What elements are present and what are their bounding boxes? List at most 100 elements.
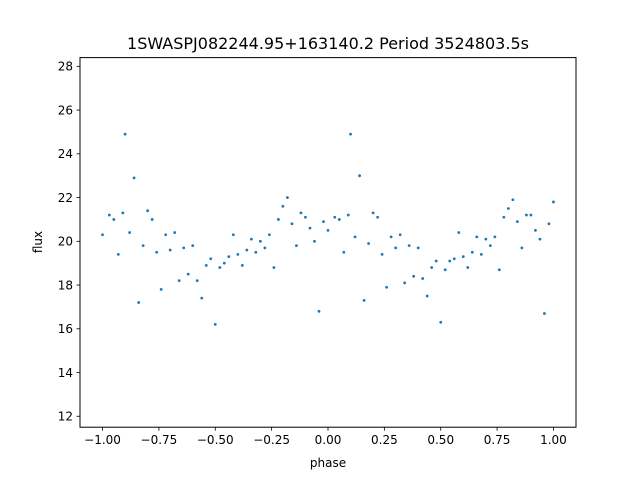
x-tick-label: −0.50 <box>197 433 234 447</box>
data-point <box>333 215 337 219</box>
data-point <box>281 204 285 208</box>
data-point <box>218 266 222 269</box>
x-tick-label: 0.25 <box>371 433 398 447</box>
data-point <box>543 312 546 315</box>
data-point <box>277 218 280 221</box>
data-point <box>353 235 357 239</box>
data-point <box>389 235 393 239</box>
data-point <box>299 211 303 215</box>
x-tick-label: 0.75 <box>484 433 511 447</box>
data-point <box>407 244 411 248</box>
data-point <box>317 309 321 313</box>
data-point <box>349 132 352 136</box>
data-point <box>412 274 416 278</box>
data-point <box>346 213 350 217</box>
data-point <box>398 233 402 237</box>
data-point <box>547 222 551 226</box>
data-point <box>267 233 271 237</box>
data-point <box>254 250 258 254</box>
data-point <box>439 320 443 324</box>
data-point <box>213 323 217 326</box>
data-points <box>101 132 555 326</box>
data-point <box>515 220 519 224</box>
data-point <box>164 233 168 237</box>
data-point <box>263 246 267 250</box>
x-tick-label: 0.50 <box>427 433 454 447</box>
data-point <box>123 132 127 136</box>
data-point <box>245 248 249 252</box>
data-point <box>236 253 240 256</box>
data-point <box>186 272 190 276</box>
data-point <box>231 233 235 237</box>
data-point <box>290 222 294 226</box>
data-point <box>520 246 524 250</box>
data-point <box>484 237 488 241</box>
data-point <box>479 253 483 256</box>
data-point <box>159 288 163 291</box>
data-point <box>385 285 389 289</box>
data-point <box>457 231 461 234</box>
data-point <box>461 255 465 259</box>
data-point <box>448 259 452 263</box>
data-point <box>195 279 199 283</box>
data-point <box>204 263 208 267</box>
y-tick-label: 16 <box>58 322 73 336</box>
chart-title: 1SWASPJ082244.95+163140.2 Period 3524803… <box>127 34 529 53</box>
data-point <box>506 207 510 210</box>
data-point <box>337 218 341 221</box>
data-point <box>322 220 325 224</box>
y-tick-label: 20 <box>58 235 73 249</box>
data-point <box>538 237 542 241</box>
data-point <box>313 239 316 243</box>
data-point <box>222 261 226 265</box>
data-point <box>101 233 104 237</box>
data-point <box>155 250 159 254</box>
y-axis-label: flux <box>31 231 45 253</box>
data-point <box>358 174 361 178</box>
data-point <box>525 213 528 217</box>
data-point <box>367 242 370 245</box>
y-tick-label: 26 <box>58 103 73 117</box>
data-point <box>177 279 181 283</box>
data-point <box>394 246 398 250</box>
data-point <box>502 215 506 219</box>
data-point <box>150 218 154 221</box>
data-point <box>452 257 456 261</box>
data-point <box>434 259 438 263</box>
data-point <box>132 176 136 180</box>
y-tick-label: 22 <box>58 191 73 205</box>
data-point <box>534 228 537 232</box>
data-point <box>141 244 145 248</box>
data-point <box>493 235 497 239</box>
data-point <box>443 268 447 272</box>
x-axis-label: phase <box>310 456 346 470</box>
y-tick-label: 18 <box>58 278 73 292</box>
y-tick-label: 12 <box>58 410 73 424</box>
data-point <box>403 281 407 285</box>
data-point <box>362 298 366 302</box>
data-point <box>137 301 141 304</box>
data-point <box>200 296 204 300</box>
data-point <box>304 215 307 219</box>
data-point <box>529 213 533 217</box>
y-axis-ticks: 12 14 16 18 20 22 24 26 28 <box>58 60 80 424</box>
data-point <box>371 211 375 215</box>
y-tick-label: 14 <box>58 366 73 380</box>
data-point <box>286 196 289 199</box>
data-point <box>107 213 111 217</box>
data-point <box>295 244 298 248</box>
data-point <box>116 253 120 256</box>
data-point <box>475 235 479 239</box>
data-point <box>146 209 150 213</box>
data-point <box>168 248 172 252</box>
data-point <box>342 250 346 254</box>
data-point <box>511 198 515 202</box>
data-point <box>121 211 125 215</box>
data-point <box>128 231 132 234</box>
data-point <box>470 250 474 254</box>
data-point <box>249 237 253 241</box>
data-point <box>272 266 276 269</box>
data-point <box>421 277 425 280</box>
